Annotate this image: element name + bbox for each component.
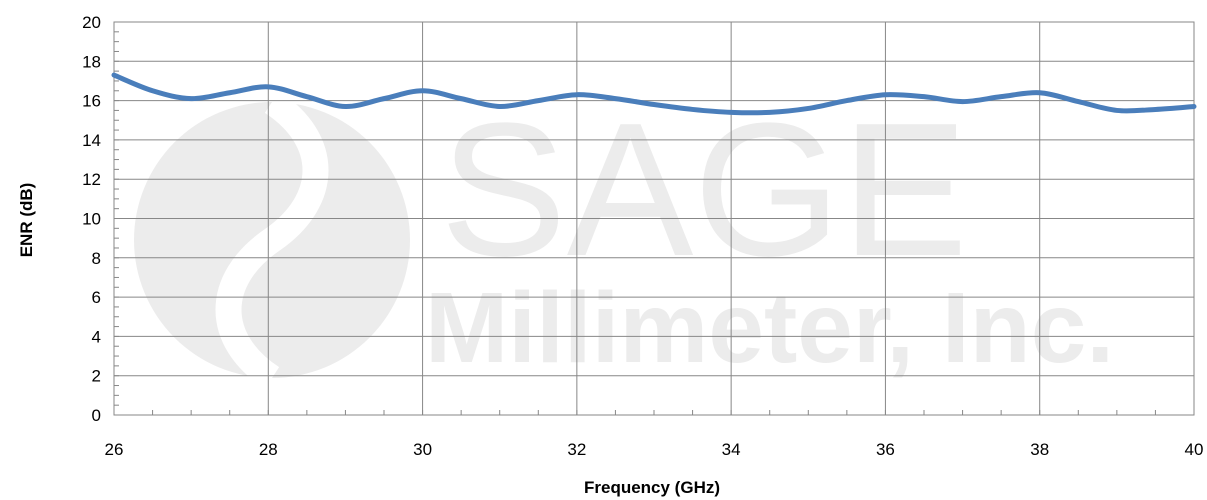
y-tick-label: 0: [92, 406, 101, 425]
x-tick-labels: 26 28 30 32 34 36 38 40: [105, 440, 1204, 459]
watermark: SAGE Millimeter, Inc.: [134, 84, 1114, 389]
watermark-logo-icon: [134, 91, 410, 389]
y-tick-label: 10: [82, 210, 101, 229]
axes: [113, 21, 1195, 416]
y-tick-label: 14: [82, 131, 101, 150]
y-tick-label: 4: [92, 327, 101, 346]
x-tick-label: 34: [722, 440, 741, 459]
x-tick-label: 26: [105, 440, 124, 459]
y-tick-label: 2: [92, 367, 101, 386]
plot-frame: [113, 21, 1195, 416]
series-layer: [111, 72, 1197, 116]
y-tick-label: 18: [82, 52, 101, 71]
series-line-enr: [111, 72, 1197, 116]
y-tick-labels: 0 2 4 6 8 10 12 14 16 18 20: [82, 13, 101, 425]
y-tick-label: 8: [92, 249, 101, 268]
watermark-line2: Millimeter, Inc.: [425, 272, 1114, 384]
y-axis-title: ENR (dB): [17, 183, 36, 258]
y-tick-label: 6: [92, 288, 101, 307]
y-tick-label: 16: [82, 92, 101, 111]
y-tick-label: 12: [82, 170, 101, 189]
y-tick-label: 20: [82, 13, 101, 32]
x-tick-label: 40: [1185, 440, 1204, 459]
x-tick-label: 36: [876, 440, 895, 459]
x-tick-label: 38: [1030, 440, 1049, 459]
x-tick-label: 28: [259, 440, 278, 459]
x-tick-label: 32: [567, 440, 586, 459]
x-tick-label: 30: [413, 440, 432, 459]
watermark-line1: SAGE: [440, 84, 968, 296]
x-axis-title: Frequency (GHz): [584, 478, 720, 497]
